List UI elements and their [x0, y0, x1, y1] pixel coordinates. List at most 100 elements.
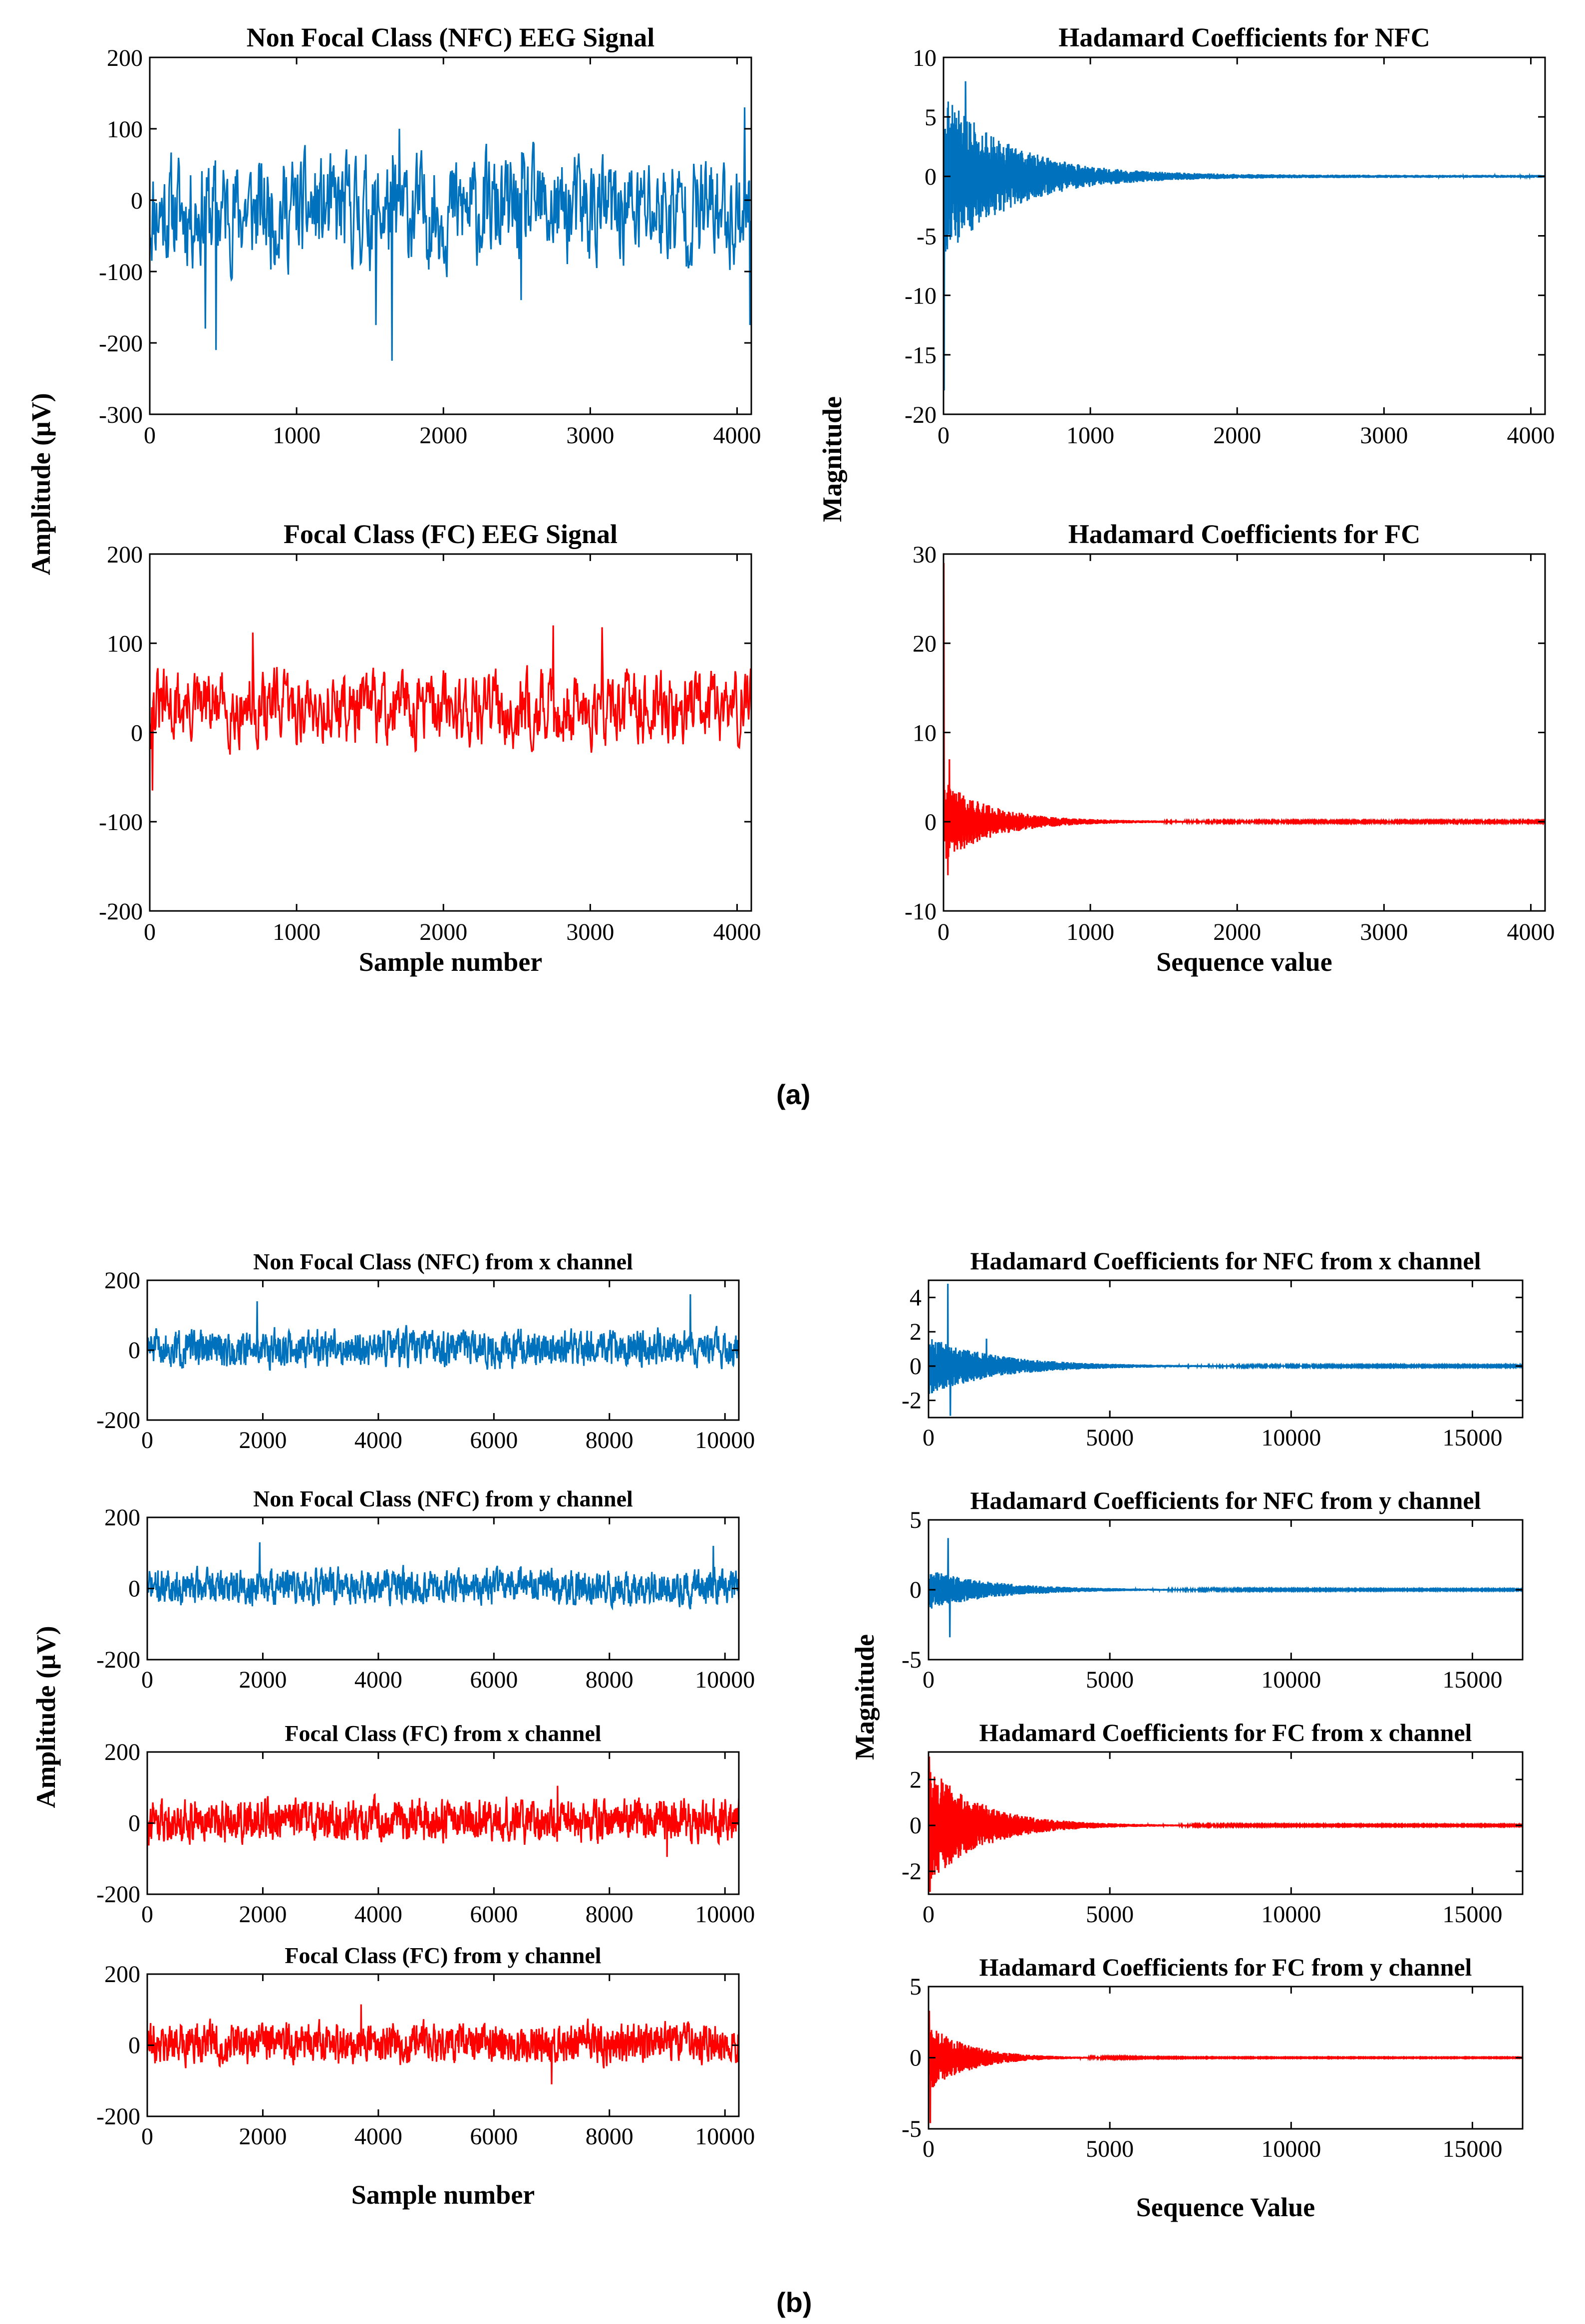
x-tick-label-b1-1: 2000	[239, 1427, 287, 1453]
chart-title-b7: Focal Class (FC) from y channel	[285, 1943, 601, 1968]
x-tick-label-b5-1: 2000	[239, 1901, 287, 1928]
x-tick-label-b6-0: 0	[923, 1901, 935, 1928]
x-tick-label-b7-5: 10000	[695, 2123, 755, 2150]
x-tick-label-a1-1: 1000	[273, 422, 320, 449]
x-tick-label-b8-3: 15000	[1442, 2136, 1502, 2162]
y-tick-label-b2-1: 0	[910, 1353, 922, 1380]
y-tick-label-b5-1: 0	[128, 1810, 140, 1837]
x-tick-label-b6-1: 5000	[1086, 1901, 1134, 1928]
axes-box-b6	[928, 1751, 1524, 1895]
y-tick-label-a1-0: -300	[99, 402, 143, 428]
x-tick-label-b6-2: 10000	[1261, 1901, 1321, 1928]
x-tick-label-b4-3: 15000	[1442, 1667, 1502, 1693]
x-tick-label-a4-2: 2000	[1213, 919, 1261, 945]
y-tick-label-a4-4: 30	[913, 542, 937, 568]
y-tick-label-a2-6: 10	[913, 45, 937, 71]
y-tick-label-b2-0: -2	[902, 1388, 922, 1414]
axes-box-a1	[149, 56, 752, 415]
y-tick-label-a2-0: -20	[905, 402, 937, 428]
x-tick-label-b1-0: 0	[141, 1427, 153, 1453]
y-tick-label-a3-3: 100	[107, 631, 143, 657]
a-y-axis-label-left: Amplitude (μV)	[26, 393, 56, 575]
y-tick-label-a2-4: 0	[925, 164, 937, 190]
chart-title-b3: Non Focal Class (NFC) from y channel	[253, 1486, 633, 1511]
x-tick-label-b1-2: 4000	[354, 1427, 402, 1453]
y-tick-label-a3-1: -100	[99, 809, 143, 836]
x-tick-label-a2-1: 1000	[1066, 422, 1114, 449]
y-tick-label-b1-1: 0	[128, 1337, 140, 1364]
x-tick-label-b2-3: 15000	[1442, 1425, 1502, 1451]
y-tick-label-b8-0: -5	[902, 2116, 922, 2142]
series-line-b3-0	[147, 1542, 739, 1611]
y-tick-label-b6-0: -2	[902, 1858, 922, 1885]
b-y-axis-label-left: Amplitude (μV)	[31, 1626, 61, 1808]
y-tick-label-b7-2: 200	[104, 1961, 140, 1988]
chart-a1: 0 1000 2000 3000 4000 -300 -200 -100 0 100 200 Non …	[99, 22, 761, 449]
x-tick-label-b4-1: 5000	[1086, 1667, 1134, 1693]
x-tick-label-b3-3: 6000	[470, 1667, 518, 1693]
y-tick-label-b3-1: 0	[128, 1576, 140, 1602]
series-line-b5-0	[147, 1785, 739, 1857]
y-tick-label-a1-4: 100	[107, 116, 143, 143]
x-tick-label-a2-4: 4000	[1507, 422, 1555, 449]
y-tick-label-b3-2: 200	[104, 1504, 140, 1531]
x-tick-label-b7-0: 0	[141, 2123, 153, 2150]
x-tick-label-a3-3: 3000	[566, 919, 614, 945]
chart-a3: 0 1000 2000 3000 4000 -200 -100 0 100 200 Focal Cl…	[99, 519, 761, 977]
x-tick-label-b2-0: 0	[923, 1425, 935, 1451]
chart-a2: 0 1000 2000 3000 4000 -20 -15 -10 -5 0 5 10 Hadamard…	[905, 22, 1555, 449]
y-tick-label-a3-0: -200	[99, 898, 143, 925]
panel-label-b: (b)	[776, 2287, 812, 2318]
b-y-axis-label-right: Magnitude	[850, 1634, 880, 1760]
y-tick-label-a3-4: 200	[107, 542, 143, 568]
x-tick-label-b1-3: 6000	[470, 1427, 518, 1453]
x-tick-label-a4-0: 0	[938, 919, 950, 945]
x-tick-label-b3-1: 2000	[239, 1667, 287, 1693]
x-tick-label-a4-3: 3000	[1360, 919, 1408, 945]
series-line-b2-0	[929, 1283, 1523, 1416]
y-tick-label-b8-2: 5	[910, 1974, 922, 2000]
y-tick-label-b7-1: 0	[128, 2033, 140, 2059]
x-tick-label-b5-0: 0	[141, 1901, 153, 1928]
y-tick-label-b6-2: 2	[910, 1766, 922, 1793]
y-tick-label-b1-0: -200	[96, 1407, 140, 1434]
x-tick-label-b1-4: 8000	[586, 1427, 634, 1453]
y-tick-label-b4-0: -5	[902, 1647, 922, 1673]
y-tick-label-b3-0: -200	[96, 1647, 140, 1673]
y-tick-label-b4-1: 0	[910, 1577, 922, 1603]
x-tick-label-a2-3: 3000	[1360, 422, 1408, 449]
x-tick-label-a3-4: 4000	[713, 919, 761, 945]
x-tick-label-a2-0: 0	[938, 422, 950, 449]
chart-title-b8: Hadamard Coefficients for FC from y chan…	[979, 1953, 1472, 1981]
x-tick-label-a1-0: 0	[144, 422, 156, 449]
x-tick-label-b8-1: 5000	[1086, 2136, 1134, 2162]
x-tick-label-a3-2: 2000	[419, 919, 467, 945]
y-tick-label-b2-3: 4	[910, 1284, 922, 1311]
y-tick-label-b1-2: 200	[104, 1267, 140, 1294]
series-line-a3-0	[150, 625, 751, 791]
x-tick-label-a4-4: 4000	[1507, 919, 1555, 945]
x-tick-label-b3-2: 4000	[354, 1667, 402, 1693]
x-tick-label-b1-5: 10000	[695, 1427, 755, 1453]
x-tick-label-b5-2: 4000	[354, 1901, 402, 1928]
axes-box-a2	[943, 56, 1546, 415]
axes-box-b2	[928, 1279, 1524, 1419]
series-line-a1-0	[150, 107, 751, 361]
x-tick-label-a1-2: 2000	[419, 422, 467, 449]
x-tick-label-b2-2: 10000	[1261, 1425, 1321, 1451]
series-line-b8-0	[929, 2011, 1523, 2123]
x-tick-label-b5-4: 8000	[586, 1901, 634, 1928]
y-tick-label-b6-1: 0	[910, 1812, 922, 1839]
series-line-b7-0	[147, 2004, 739, 2084]
x-tick-label-b2-1: 5000	[1086, 1425, 1134, 1451]
y-tick-label-b4-2: 5	[910, 1507, 922, 1533]
series-line-b4-0	[929, 1538, 1523, 1638]
series-line-b1-0	[147, 1294, 739, 1371]
y-tick-label-a2-1: -15	[905, 342, 937, 369]
y-tick-label-a4-0: -10	[905, 898, 937, 925]
x-tick-label-a3-1: 1000	[273, 919, 320, 945]
